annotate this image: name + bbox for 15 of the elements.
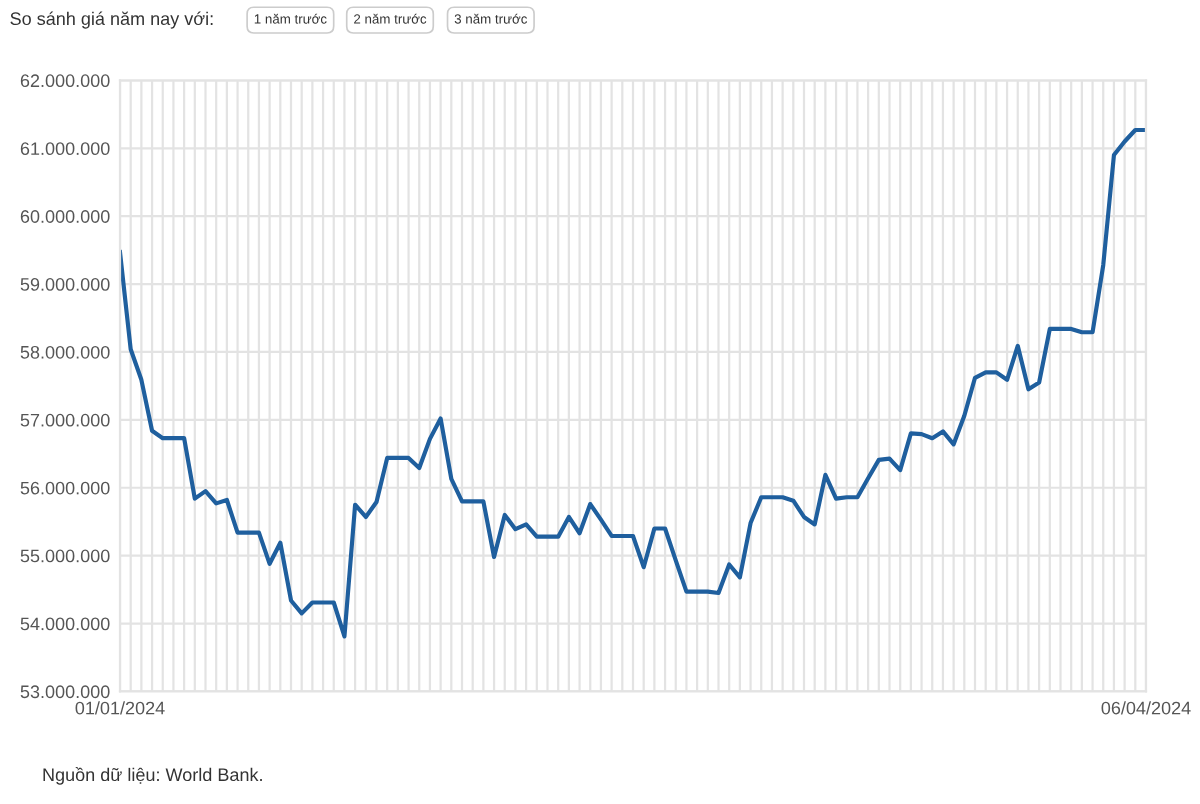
- text: So sánh giá năm nay với:: [10, 11, 213, 29]
- y-tick-label: 58.000.000: [20, 345, 110, 359]
- line-series: [120, 127, 1146, 639]
- x-tick-label: 01/01/2024: [75, 701, 165, 715]
- y-tick-label: 54.000.000: [20, 617, 110, 631]
- y-tick-label: 62.000.000: [20, 74, 110, 88]
- y-tick-label: 56.000.000: [20, 481, 110, 495]
- y-tick-label: 53.000.000: [20, 685, 110, 699]
- y-tick-label: 57.000.000: [20, 413, 110, 427]
- text: Nguồn dữ liệu: World Bank.: [43, 767, 262, 785]
- y-tick-label: 60.000.000: [20, 210, 110, 223]
- x-tick-label: 06/04/2024: [1101, 701, 1191, 715]
- y-tick-label: 55.000.000: [20, 549, 110, 563]
- y-tick-label: 61.000.000: [20, 142, 110, 156]
- y-tick-label: 59.000.000: [20, 278, 110, 291]
